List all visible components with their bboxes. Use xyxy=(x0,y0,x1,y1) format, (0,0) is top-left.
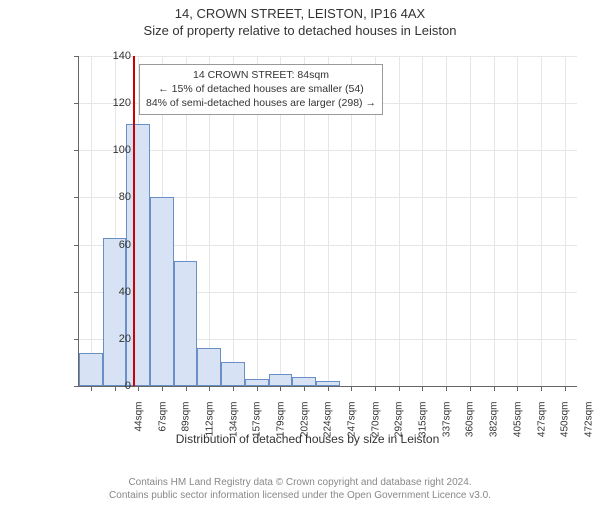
x-axis-label: Distribution of detached houses by size … xyxy=(30,432,585,446)
x-tick-mark xyxy=(541,386,542,391)
x-tick-mark xyxy=(280,386,281,391)
x-tick-label: 472sqm xyxy=(583,402,594,452)
x-tick-mark xyxy=(162,386,163,391)
histogram-bar xyxy=(174,261,198,386)
y-tick-mark xyxy=(74,197,79,198)
annotation-box: 14 CROWN STREET: 84sqm← 15% of detached … xyxy=(139,64,383,115)
x-tick-mark xyxy=(422,386,423,391)
x-tick-mark xyxy=(186,386,187,391)
x-tick-mark xyxy=(517,386,518,391)
x-tick-mark xyxy=(494,386,495,391)
x-tick-mark xyxy=(565,386,566,391)
annotation-line: ← 15% of detached houses are smaller (54… xyxy=(146,82,376,96)
y-tick-label: 100 xyxy=(81,144,131,156)
page-title-line1: 14, CROWN STREET, LEISTON, IP16 4AX xyxy=(0,6,600,21)
y-tick-label: 120 xyxy=(81,97,131,109)
gridline-vertical xyxy=(422,56,423,386)
footer-attribution: Contains HM Land Registry data © Crown c… xyxy=(0,476,600,502)
histogram-bar xyxy=(269,374,293,386)
x-tick-mark xyxy=(470,386,471,391)
histogram-bar xyxy=(221,362,245,386)
x-tick-mark xyxy=(328,386,329,391)
annotation-line: 14 CROWN STREET: 84sqm xyxy=(146,68,376,82)
footer-line1: Contains HM Land Registry data © Crown c… xyxy=(0,476,600,489)
histogram-bar xyxy=(150,197,174,386)
x-tick-mark xyxy=(304,386,305,391)
gridline-vertical xyxy=(517,56,518,386)
y-tick-label: 140 xyxy=(81,50,131,62)
y-tick-label: 80 xyxy=(81,191,131,203)
y-tick-mark xyxy=(74,339,79,340)
plot-area: 44sqm67sqm89sqm112sqm134sqm157sqm179sqm2… xyxy=(78,56,577,387)
y-tick-mark xyxy=(74,386,79,387)
chart-container: Number of detached properties 44sqm67sqm… xyxy=(30,48,585,448)
y-tick-label: 0 xyxy=(81,380,131,392)
gridline-vertical xyxy=(494,56,495,386)
gridline-vertical xyxy=(541,56,542,386)
x-tick-mark xyxy=(209,386,210,391)
gridline-vertical xyxy=(399,56,400,386)
y-tick-mark xyxy=(74,292,79,293)
footer-line2: Contains public sector information licen… xyxy=(0,489,600,502)
y-tick-label: 20 xyxy=(81,333,131,345)
gridline-vertical xyxy=(446,56,447,386)
histogram-bar xyxy=(126,124,150,386)
x-tick-mark xyxy=(446,386,447,391)
x-tick-mark xyxy=(138,386,139,391)
page-title-line2: Size of property relative to detached ho… xyxy=(0,23,600,38)
annotation-line: 84% of semi-detached houses are larger (… xyxy=(146,96,376,110)
x-tick-mark xyxy=(351,386,352,391)
property-marker-line xyxy=(133,56,135,386)
y-tick-mark xyxy=(74,245,79,246)
y-tick-mark xyxy=(74,56,79,57)
y-tick-label: 60 xyxy=(81,239,131,251)
histogram-bar xyxy=(103,238,127,387)
y-tick-mark xyxy=(74,150,79,151)
histogram-bar xyxy=(292,377,316,386)
histogram-bar xyxy=(197,348,221,386)
y-tick-mark xyxy=(74,103,79,104)
histogram-bar xyxy=(245,379,269,386)
y-tick-label: 40 xyxy=(81,286,131,298)
gridline-vertical xyxy=(565,56,566,386)
x-tick-mark xyxy=(233,386,234,391)
x-tick-mark xyxy=(257,386,258,391)
x-tick-mark xyxy=(399,386,400,391)
x-tick-mark xyxy=(375,386,376,391)
gridline-vertical xyxy=(470,56,471,386)
